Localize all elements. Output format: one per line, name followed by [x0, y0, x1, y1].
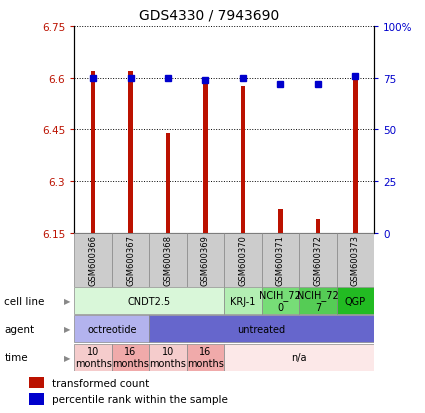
Text: ▶: ▶: [63, 353, 70, 362]
Bar: [112, 233, 149, 287]
Bar: [187, 233, 224, 287]
Text: untreated: untreated: [238, 324, 286, 334]
Text: KRJ-1: KRJ-1: [230, 296, 255, 306]
Bar: [278, 209, 283, 233]
Bar: [112, 344, 149, 371]
Bar: [128, 71, 133, 233]
Bar: [353, 75, 357, 233]
Title: GDS4330 / 7943690: GDS4330 / 7943690: [139, 9, 279, 23]
Text: 10
months: 10 months: [75, 347, 111, 368]
Text: GSM600373: GSM600373: [351, 235, 360, 286]
Text: 10
months: 10 months: [150, 347, 187, 368]
Bar: [149, 344, 187, 371]
Bar: [74, 316, 149, 343]
Text: time: time: [4, 352, 28, 362]
Bar: [299, 233, 337, 287]
Bar: [203, 80, 208, 233]
Bar: [262, 233, 299, 287]
Text: GSM600368: GSM600368: [164, 235, 173, 286]
Bar: [262, 287, 299, 315]
Text: GSM600370: GSM600370: [238, 235, 247, 285]
Text: n/a: n/a: [292, 352, 307, 362]
Bar: [224, 344, 374, 371]
Text: GSM600371: GSM600371: [276, 235, 285, 285]
Bar: [74, 233, 112, 287]
Text: GSM600366: GSM600366: [88, 235, 98, 286]
Text: agent: agent: [4, 324, 34, 334]
Text: CNDT2.5: CNDT2.5: [128, 296, 171, 306]
Text: cell line: cell line: [4, 296, 45, 306]
Text: GSM600372: GSM600372: [313, 235, 322, 285]
Text: ▶: ▶: [63, 297, 70, 306]
Text: GSM600369: GSM600369: [201, 235, 210, 285]
Bar: [74, 287, 224, 315]
Bar: [299, 287, 337, 315]
Text: percentile rank within the sample: percentile rank within the sample: [52, 394, 228, 404]
Bar: [149, 233, 187, 287]
Bar: [224, 233, 262, 287]
Bar: [337, 233, 374, 287]
Bar: [149, 316, 374, 343]
Text: NCIH_72
0: NCIH_72 0: [260, 290, 301, 312]
Text: 16
months: 16 months: [187, 347, 224, 368]
Bar: [241, 87, 245, 233]
Text: ▶: ▶: [63, 325, 70, 334]
Bar: [337, 287, 374, 315]
Text: octreotide: octreotide: [87, 324, 136, 334]
Bar: [29, 377, 44, 388]
Text: 16
months: 16 months: [112, 347, 149, 368]
Bar: [316, 220, 320, 233]
Text: NCIH_72
7: NCIH_72 7: [297, 290, 339, 312]
Bar: [91, 71, 95, 233]
Bar: [187, 344, 224, 371]
Bar: [166, 133, 170, 233]
Bar: [74, 344, 112, 371]
Bar: [224, 287, 262, 315]
Text: transformed count: transformed count: [52, 377, 149, 387]
Bar: [29, 393, 44, 405]
Text: GSM600367: GSM600367: [126, 235, 135, 286]
Text: QGP: QGP: [345, 296, 366, 306]
